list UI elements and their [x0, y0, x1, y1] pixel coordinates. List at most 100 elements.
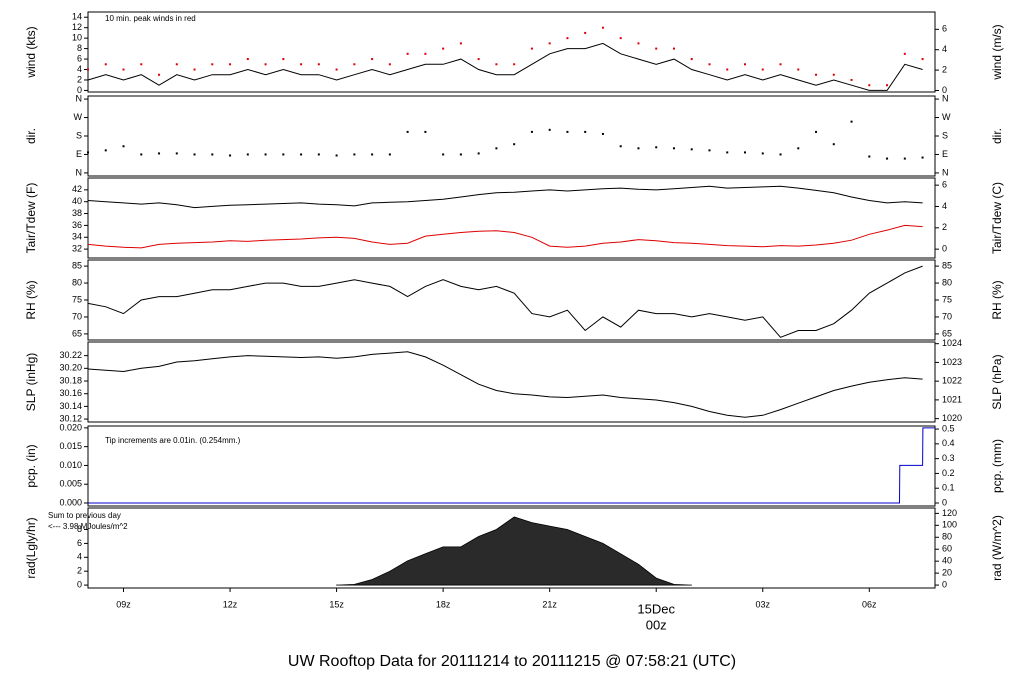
y-axis-label: Tair/Tdew (F)	[24, 183, 38, 254]
x-tick-label: 18z	[436, 599, 451, 609]
data-point	[104, 63, 107, 66]
data-point	[690, 148, 693, 151]
panel-frame	[87, 177, 936, 259]
y2-tick-label: 80	[942, 532, 952, 542]
data-point	[122, 68, 125, 71]
y-tick-label: 34	[72, 232, 82, 242]
y2-axis-label: Tair/Tdew (C)	[990, 182, 1004, 254]
data-point	[886, 84, 889, 87]
data-point	[388, 153, 391, 156]
y-tick-label: 6	[77, 538, 82, 548]
y-tick-label: 0.010	[59, 460, 82, 470]
annotation: 10 min. peak winds in red	[105, 14, 196, 23]
y-axis-label: wind (kts)	[24, 26, 38, 78]
y-tick-label: 85	[72, 260, 82, 270]
data-point	[513, 143, 516, 146]
y-tick-label: 2	[77, 74, 82, 84]
y2-tick-label: 4	[942, 44, 947, 54]
data-point	[779, 63, 782, 66]
y2-axis-label: SLP (hPa)	[990, 354, 1004, 409]
y2-tick-label: W	[942, 112, 951, 122]
data-point	[655, 47, 658, 50]
data-point	[672, 147, 675, 150]
data-point	[424, 52, 427, 55]
y2-tick-label: 60	[942, 544, 952, 554]
data-point	[104, 149, 107, 152]
data-point	[229, 63, 232, 66]
y2-tick-label: 75	[942, 294, 952, 304]
data-point	[353, 63, 356, 66]
panel-frame	[87, 341, 936, 423]
data-point	[140, 63, 143, 66]
data-line	[87, 265, 923, 338]
data-point	[459, 153, 462, 156]
data-point	[193, 68, 196, 71]
y-tick-label: 0	[77, 579, 82, 589]
data-point	[584, 31, 587, 34]
y2-axis-label: dir.	[990, 128, 1004, 144]
y-tick-label: S	[76, 130, 82, 140]
data-point	[442, 47, 445, 50]
data-point	[797, 68, 800, 71]
y2-tick-label: 40	[942, 556, 952, 566]
y-tick-label: 14	[72, 12, 82, 22]
data-point	[655, 146, 658, 149]
y-tick-label: 4	[77, 552, 82, 562]
y2-tick-label: 65	[942, 328, 952, 338]
y2-tick-label: 70	[942, 311, 952, 321]
data-point	[690, 58, 693, 61]
data-point	[832, 143, 835, 146]
y-tick-label: 4	[77, 64, 82, 74]
data-point	[672, 47, 675, 50]
data-point	[193, 153, 196, 156]
data-line	[88, 427, 935, 504]
data-point	[637, 42, 640, 45]
panel-frame	[87, 95, 936, 177]
data-point	[371, 58, 374, 61]
data-point	[424, 130, 427, 133]
data-point	[548, 42, 551, 45]
y-tick-label: 30.20	[59, 363, 82, 373]
y-tick-label: 0.000	[59, 497, 82, 507]
data-line	[87, 224, 923, 249]
y2-tick-label: 0.1	[942, 483, 955, 493]
y-tick-label: 32	[72, 243, 82, 253]
y-tick-label: 40	[72, 196, 82, 206]
x-tick-label: 21z	[542, 599, 557, 609]
data-point	[708, 149, 711, 152]
y2-tick-label: 20	[942, 567, 952, 577]
data-point	[211, 153, 214, 156]
data-point	[158, 73, 161, 76]
data-point	[566, 37, 569, 40]
data-point	[744, 151, 747, 154]
y-tick-label: 0.015	[59, 441, 82, 451]
data-point	[122, 145, 125, 148]
data-point	[708, 63, 711, 66]
y-tick-label: 38	[72, 208, 82, 218]
data-line	[87, 185, 923, 209]
data-point	[371, 153, 374, 156]
data-point	[815, 130, 818, 133]
y2-tick-label: E	[942, 149, 948, 159]
data-point	[335, 68, 338, 71]
y-axis-label: pcp. (in)	[24, 444, 38, 487]
y2-tick-label: 0	[942, 85, 947, 95]
data-point	[229, 154, 232, 157]
y-tick-label: 30.16	[59, 388, 82, 398]
data-point	[87, 68, 89, 71]
y2-axis-label: rad (W/m^2)	[990, 515, 1004, 581]
data-point	[868, 84, 871, 87]
data-point	[158, 152, 161, 155]
y-tick-label: 30.14	[59, 401, 82, 411]
x-tick-label: 06z	[862, 599, 877, 609]
data-point	[903, 157, 906, 160]
annotation: Tip increments are 0.01in. (0.254mm.)	[105, 436, 241, 445]
x-tick-label: 15z	[329, 599, 344, 609]
y2-tick-label: 1023	[942, 357, 962, 367]
data-point	[264, 63, 267, 66]
data-line	[87, 42, 923, 91]
chart-title: UW Rooftop Data for 20111214 to 20111215…	[288, 653, 736, 670]
data-point	[140, 153, 143, 156]
y2-tick-label: N	[942, 167, 949, 177]
